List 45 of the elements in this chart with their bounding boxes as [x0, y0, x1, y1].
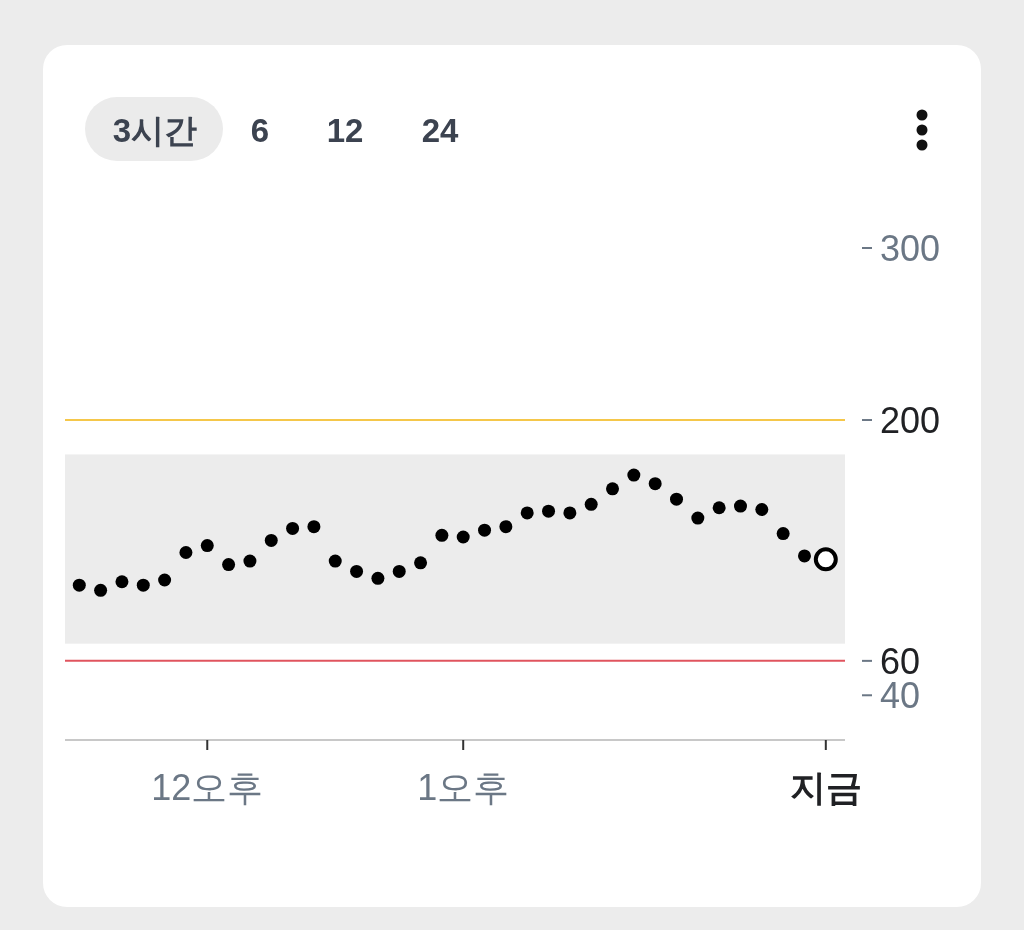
- point: [520, 506, 534, 520]
- point: [222, 558, 236, 572]
- point: [542, 504, 556, 518]
- point: [286, 521, 300, 535]
- text: 12: [326, 112, 364, 149]
- y-tick-label: 200: [880, 400, 941, 442]
- point: [456, 530, 470, 544]
- text: 6: [250, 112, 270, 149]
- point: [712, 501, 726, 515]
- point: [606, 482, 620, 496]
- text: 3시간: [112, 112, 198, 149]
- point: [797, 549, 811, 563]
- point: [691, 511, 705, 525]
- point: [115, 575, 129, 589]
- point: [264, 533, 278, 547]
- point: [499, 520, 513, 534]
- point: [733, 499, 747, 513]
- point: [584, 497, 598, 511]
- point: [72, 578, 86, 592]
- point: [755, 502, 769, 516]
- point: [392, 564, 406, 578]
- point: [435, 528, 449, 542]
- point: [648, 477, 662, 491]
- text: 24: [421, 112, 459, 149]
- x-tick-label: 지금: [789, 767, 862, 808]
- point: [350, 564, 364, 578]
- point: [563, 506, 577, 520]
- point: [478, 523, 492, 537]
- x-tick-label: 1오후: [417, 767, 510, 808]
- point: [179, 545, 193, 559]
- point: [371, 571, 385, 585]
- point: [670, 492, 683, 506]
- point: [136, 578, 150, 592]
- point: [94, 583, 108, 597]
- point: [200, 539, 214, 553]
- point: [158, 573, 172, 587]
- point: [243, 554, 257, 568]
- point: [813, 547, 838, 572]
- point: [414, 556, 428, 570]
- point: [307, 520, 321, 534]
- y-tick-label: 300: [880, 228, 941, 269]
- point: [776, 527, 790, 541]
- point: [328, 554, 342, 568]
- point: [627, 468, 641, 482]
- x-tick-label: 12오후: [151, 767, 264, 808]
